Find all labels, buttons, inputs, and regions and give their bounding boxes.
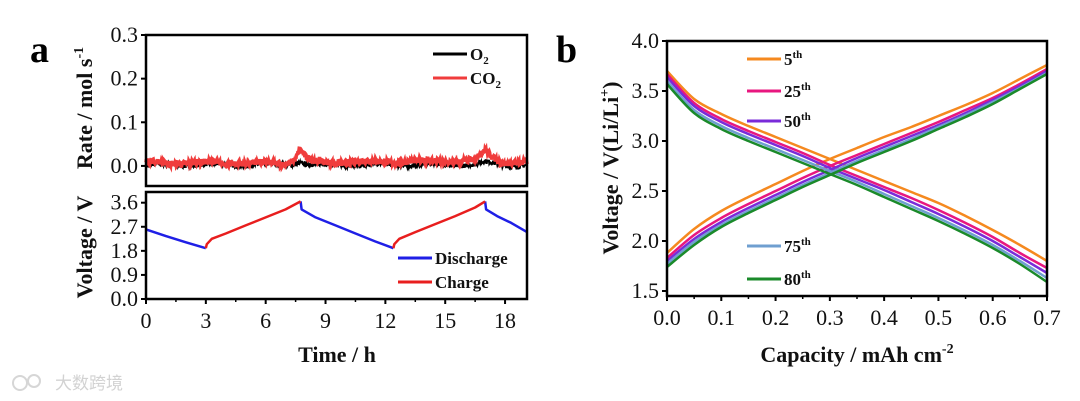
legend-80th-label: 80th xyxy=(784,269,811,289)
series-line-co2 xyxy=(144,142,529,173)
voltage-y-tick-label: 0.0 xyxy=(111,286,139,311)
voltage-li-y-tick-label: 1.5 xyxy=(632,278,660,303)
capacity-x-tick-label: 0.6 xyxy=(979,305,1007,330)
panel-label-a: a xyxy=(30,29,49,71)
voltage-capacity-plot-frame xyxy=(665,39,1049,298)
watermark-logo-icon xyxy=(12,375,28,391)
voltage-li-y-tick-label: 2.0 xyxy=(632,228,660,253)
watermark-logo-icon-2 xyxy=(27,374,41,388)
series-line-5th-discharge xyxy=(666,70,1048,263)
watermark-text: 大数跨境 xyxy=(55,374,123,394)
legend-o2-label: O2 xyxy=(470,45,489,67)
legend-charge-label: Charge xyxy=(435,273,489,292)
series-line-charge xyxy=(204,200,302,249)
voltage-y-tick-label: 1.8 xyxy=(111,238,139,263)
rate-plot-frame xyxy=(144,33,529,188)
time-x-tick-label: 6 xyxy=(260,308,271,333)
watermark: 大数跨境 xyxy=(12,374,123,394)
series-line-5th-charge xyxy=(666,63,1048,254)
capacity-x-tick-label: 0.0 xyxy=(653,305,681,330)
legend-5th-label: 5th xyxy=(784,49,802,69)
time-x-axis-label: Time / h xyxy=(298,342,376,367)
time-x-tick-label: 18 xyxy=(494,308,516,333)
legend-75th-label: 75th xyxy=(784,236,811,256)
panel-label-b: b xyxy=(556,29,577,71)
voltage-y-tick-label: 0.9 xyxy=(111,262,139,287)
series-line-50th-discharge xyxy=(666,76,1048,275)
rate-y-tick-label: 0.3 xyxy=(111,22,139,47)
legend-discharge-label: Discharge xyxy=(435,249,508,268)
voltage-y-axis-label: Voltage / V xyxy=(72,196,97,299)
capacity-x-tick-label: 0.7 xyxy=(1033,305,1061,330)
series-line-discharge xyxy=(299,201,394,250)
capacity-x-tick-label: 0.2 xyxy=(762,305,790,330)
series-line-50th-charge xyxy=(666,69,1048,262)
time-x-tick-label: 9 xyxy=(320,308,331,333)
capacity-x-tick-label: 0.3 xyxy=(816,305,844,330)
voltage-time-plot-frame xyxy=(144,190,529,301)
legend-25th-label: 25th xyxy=(784,81,811,101)
series-line-discharge xyxy=(145,228,207,250)
voltage-capacity-plot: 1.5 2.0 2.5 3.0 3.5 4.0 0.0 0.1 0.2 0.3 0.4 0.5 0.6 0… xyxy=(632,28,1061,330)
series-line-25th-discharge xyxy=(666,73,1048,270)
voltage-li-y-tick-label: 3.0 xyxy=(632,128,660,153)
voltage-li-y-tick-label: 3.5 xyxy=(632,78,660,103)
series-line-75th-charge xyxy=(666,71,1048,265)
time-x-tick-label: 15 xyxy=(434,308,456,333)
voltage-time-plot: 0.00.91.82.73.6 0 3 6 9 12 15 18 Discharge Charge xyxy=(111,190,529,333)
rate-y-axis-label: Rate / mol s-1 xyxy=(72,47,97,169)
series-line-25th-charge xyxy=(666,67,1048,259)
rate-y-tick-label: 0.0 xyxy=(111,153,139,178)
capacity-x-tick-label: 0.4 xyxy=(870,305,898,330)
series-line-discharge xyxy=(483,201,528,234)
series-line-80th-discharge xyxy=(666,83,1048,284)
series-line-80th-charge xyxy=(666,72,1048,268)
time-x-tick-label: 12 xyxy=(374,308,396,333)
series-line-charge xyxy=(392,200,486,249)
time-x-tick-label: 0 xyxy=(141,308,152,333)
voltage-y-tick-label: 2.7 xyxy=(111,214,139,239)
capacity-x-axis-label: Capacity / mAh cm-2 xyxy=(760,342,953,367)
capacity-x-tick-label: 0.5 xyxy=(925,305,953,330)
capacity-x-tick-label: 0.1 xyxy=(708,305,736,330)
legend-50th-label: 50th xyxy=(784,111,811,131)
time-x-tick-label: 3 xyxy=(200,308,211,333)
voltage-y-tick-label: 3.6 xyxy=(111,190,139,215)
voltage-li-y-tick-label: 4.0 xyxy=(632,28,660,53)
voltage-li-y-tick-label: 2.5 xyxy=(632,178,660,203)
rate-y-tick-label: 0.1 xyxy=(111,109,139,134)
rate-y-tick-label: 0.2 xyxy=(111,66,139,91)
series-line-75th-discharge xyxy=(666,80,1048,280)
legend-co2-label: CO2 xyxy=(470,69,502,91)
voltage-li-y-axis-label: Voltage / V(Li/Li+) xyxy=(598,82,623,255)
